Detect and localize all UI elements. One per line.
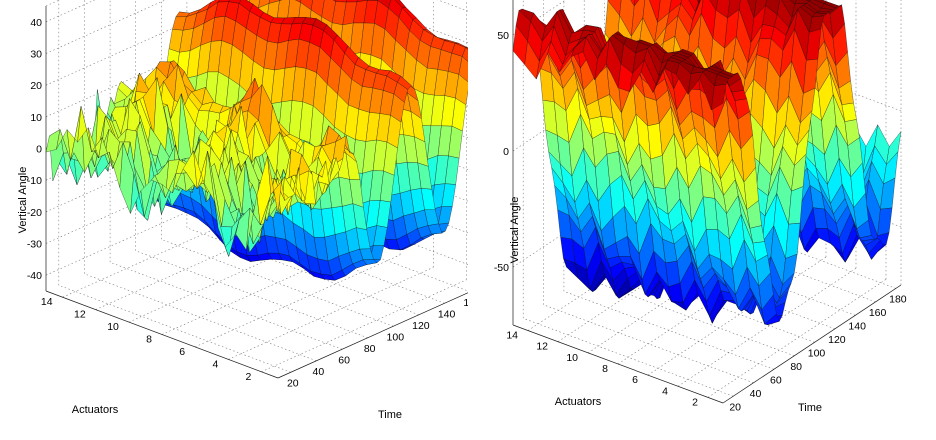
grid-line — [84, 273, 317, 362]
tick-labels: -40 -30 -20 -10 0 10 20 30 40 20 40 60 80 100 120 140 16… — [27, 17, 468, 389]
x-tick-label: 40 — [750, 388, 762, 400]
x-tick-label: 140 — [848, 320, 866, 332]
grid-line — [194, 254, 401, 348]
x-tick-label: 120 — [828, 334, 846, 346]
z-tick-label: -50 — [494, 262, 509, 274]
x-tick-label: 160 — [463, 297, 468, 309]
grid-line — [437, 0, 468, 12]
y-axis-label: Actuators — [72, 404, 119, 416]
x-axis-label: Time — [378, 409, 402, 421]
grid-line — [62, 204, 268, 298]
grid-line — [95, 217, 301, 310]
surface-patch — [789, 0, 797, 5]
x-tick-label: 140 — [438, 308, 456, 320]
grid-line — [161, 242, 368, 335]
y-tick-label: 8 — [602, 363, 608, 375]
grid-line — [135, 250, 368, 339]
y-tick-label: 2 — [246, 371, 252, 383]
axis-edge — [512, 324, 724, 404]
z-tick-label: -30 — [27, 239, 42, 251]
axis-edge — [45, 290, 279, 379]
x-tick-label: 120 — [412, 320, 430, 332]
surface — [45, 0, 468, 281]
grid-line — [128, 229, 335, 323]
z-tick-label: 20 — [30, 80, 42, 92]
z-tick-label: -20 — [27, 207, 42, 219]
x-tick-label: 20 — [729, 401, 741, 413]
x-tick-label: 20 — [287, 377, 299, 389]
x-tick-label: 180 — [889, 293, 907, 305]
y-tick-label: 12 — [74, 309, 86, 321]
y-tick-label: 12 — [536, 341, 548, 353]
y-tick-label: 4 — [212, 358, 218, 370]
grid-line — [228, 267, 434, 360]
z-axis-label: Vertical Angle — [509, 197, 521, 264]
y-tick-label: 14 — [506, 330, 518, 342]
grid-line — [58, 285, 291, 373]
x-tick-label: 80 — [364, 343, 376, 355]
y-tick-label: 10 — [107, 321, 119, 333]
axis-edge — [722, 284, 902, 404]
grid-line — [352, 0, 468, 44]
z-tick-label: 50 — [497, 30, 509, 42]
x-tick-label: 100 — [387, 331, 405, 343]
axis-edge — [277, 292, 468, 379]
grid-line — [186, 227, 420, 316]
y-tick-label: 14 — [41, 296, 53, 308]
z-tick-label: -10 — [27, 175, 42, 187]
surface-plot-left: -40 -30 -20 -10 0 10 20 30 40 20 40 60 80 100 120 140 16… — [17, 0, 468, 421]
x-tick-label: 160 — [869, 307, 887, 319]
x-axis-label: Time — [798, 402, 822, 414]
grid-line — [250, 182, 468, 265]
z-tick-label: 10 — [30, 112, 42, 124]
z-tick-label: 0 — [503, 146, 509, 158]
x-tick-label: 60 — [338, 354, 350, 366]
y-tick-label: 2 — [692, 396, 698, 408]
x-tick-label: 60 — [770, 374, 782, 386]
surface-patch — [711, 83, 727, 111]
x-tick-label: 80 — [790, 361, 802, 373]
z-tick-label: 40 — [30, 17, 42, 29]
grid-line — [261, 279, 467, 373]
x-tick-label: 40 — [313, 366, 325, 378]
y-tick-label: 6 — [179, 346, 185, 358]
y-tick-label: 8 — [146, 334, 152, 346]
grid-line — [45, 24, 252, 118]
y-axis-label: Actuators — [555, 396, 602, 408]
z-axis-label: Vertical Angle — [17, 167, 29, 234]
surface — [512, 0, 902, 326]
x-tick-label: 100 — [808, 347, 826, 359]
grid-line — [45, 0, 237, 86]
y-tick-label: 4 — [662, 385, 668, 397]
surface-patch — [267, 155, 282, 214]
z-tick-label: 0 — [36, 144, 42, 156]
grid-line — [238, 204, 468, 292]
grid-line — [161, 239, 394, 327]
z-tick-label: -40 — [27, 270, 42, 282]
grid-line — [109, 262, 343, 350]
surface-patch — [709, 0, 718, 11]
y-tick-label: 6 — [632, 374, 638, 386]
z-tick-label: 30 — [30, 49, 42, 61]
grid-line — [212, 216, 445, 304]
y-tick-label: 10 — [566, 352, 578, 364]
grid-line — [45, 0, 166, 54]
grid-line — [45, 0, 96, 23]
grid-line — [45, 182, 252, 276]
